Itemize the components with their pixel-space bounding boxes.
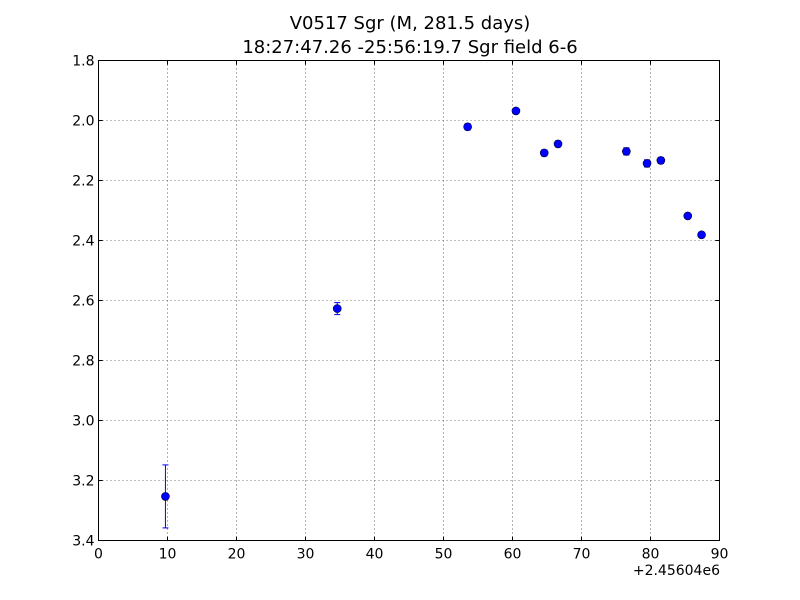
data-point — [161, 492, 170, 501]
y-tick-label: 2.4 — [72, 234, 94, 250]
y-tick-label: 3.0 — [72, 414, 94, 430]
x-tick-label: 90 — [711, 547, 729, 563]
data-point — [463, 122, 472, 132]
x-tick-label: 10 — [159, 547, 177, 563]
x-tick-label: 30 — [297, 547, 315, 563]
y-tick-label: 2.8 — [72, 354, 94, 370]
ticks: 0 10 20 30 40 50 60 70 80 90 1.8 2.0 2.2 2.4 2.6 2.8 3.0… — [72, 54, 728, 563]
chart-title: V0517 Sgr (M, 281.5 days) — [290, 13, 531, 34]
x-tick-label: 70 — [573, 547, 591, 563]
data-points — [161, 106, 706, 501]
x-tick-label: 50 — [435, 547, 453, 563]
y-tick-label: 1.8 — [72, 54, 94, 70]
y-tick-label: 3.4 — [72, 534, 94, 550]
data-point — [697, 230, 706, 240]
data-point — [511, 106, 521, 116]
y-tick-label: 2.2 — [72, 174, 94, 190]
y-tick-label: 2.6 — [72, 294, 94, 310]
y-tick-label: 3.2 — [72, 474, 94, 490]
data-point — [539, 148, 549, 158]
data-point — [332, 304, 342, 313]
data-point — [622, 147, 631, 156]
x-offset-label: +2.45604e6 — [633, 563, 720, 579]
data-point — [553, 139, 563, 149]
plot-frame — [98, 60, 720, 541]
data-point — [683, 211, 693, 221]
x-tick-label: 60 — [504, 547, 522, 563]
x-tick-label: 20 — [228, 547, 246, 563]
x-tick-label: 40 — [366, 547, 384, 563]
data-point — [656, 156, 666, 165]
grid — [98, 60, 720, 541]
error-bars — [162, 108, 705, 529]
chart-subtitle: 18:27:47.26 -25:56:19.7 Sgr field 6-6 — [242, 37, 577, 58]
x-tick-label: 80 — [642, 547, 660, 563]
x-tick-label: 0 — [94, 547, 103, 563]
y-tick-label: 2.0 — [72, 114, 94, 130]
data-point — [642, 159, 652, 168]
